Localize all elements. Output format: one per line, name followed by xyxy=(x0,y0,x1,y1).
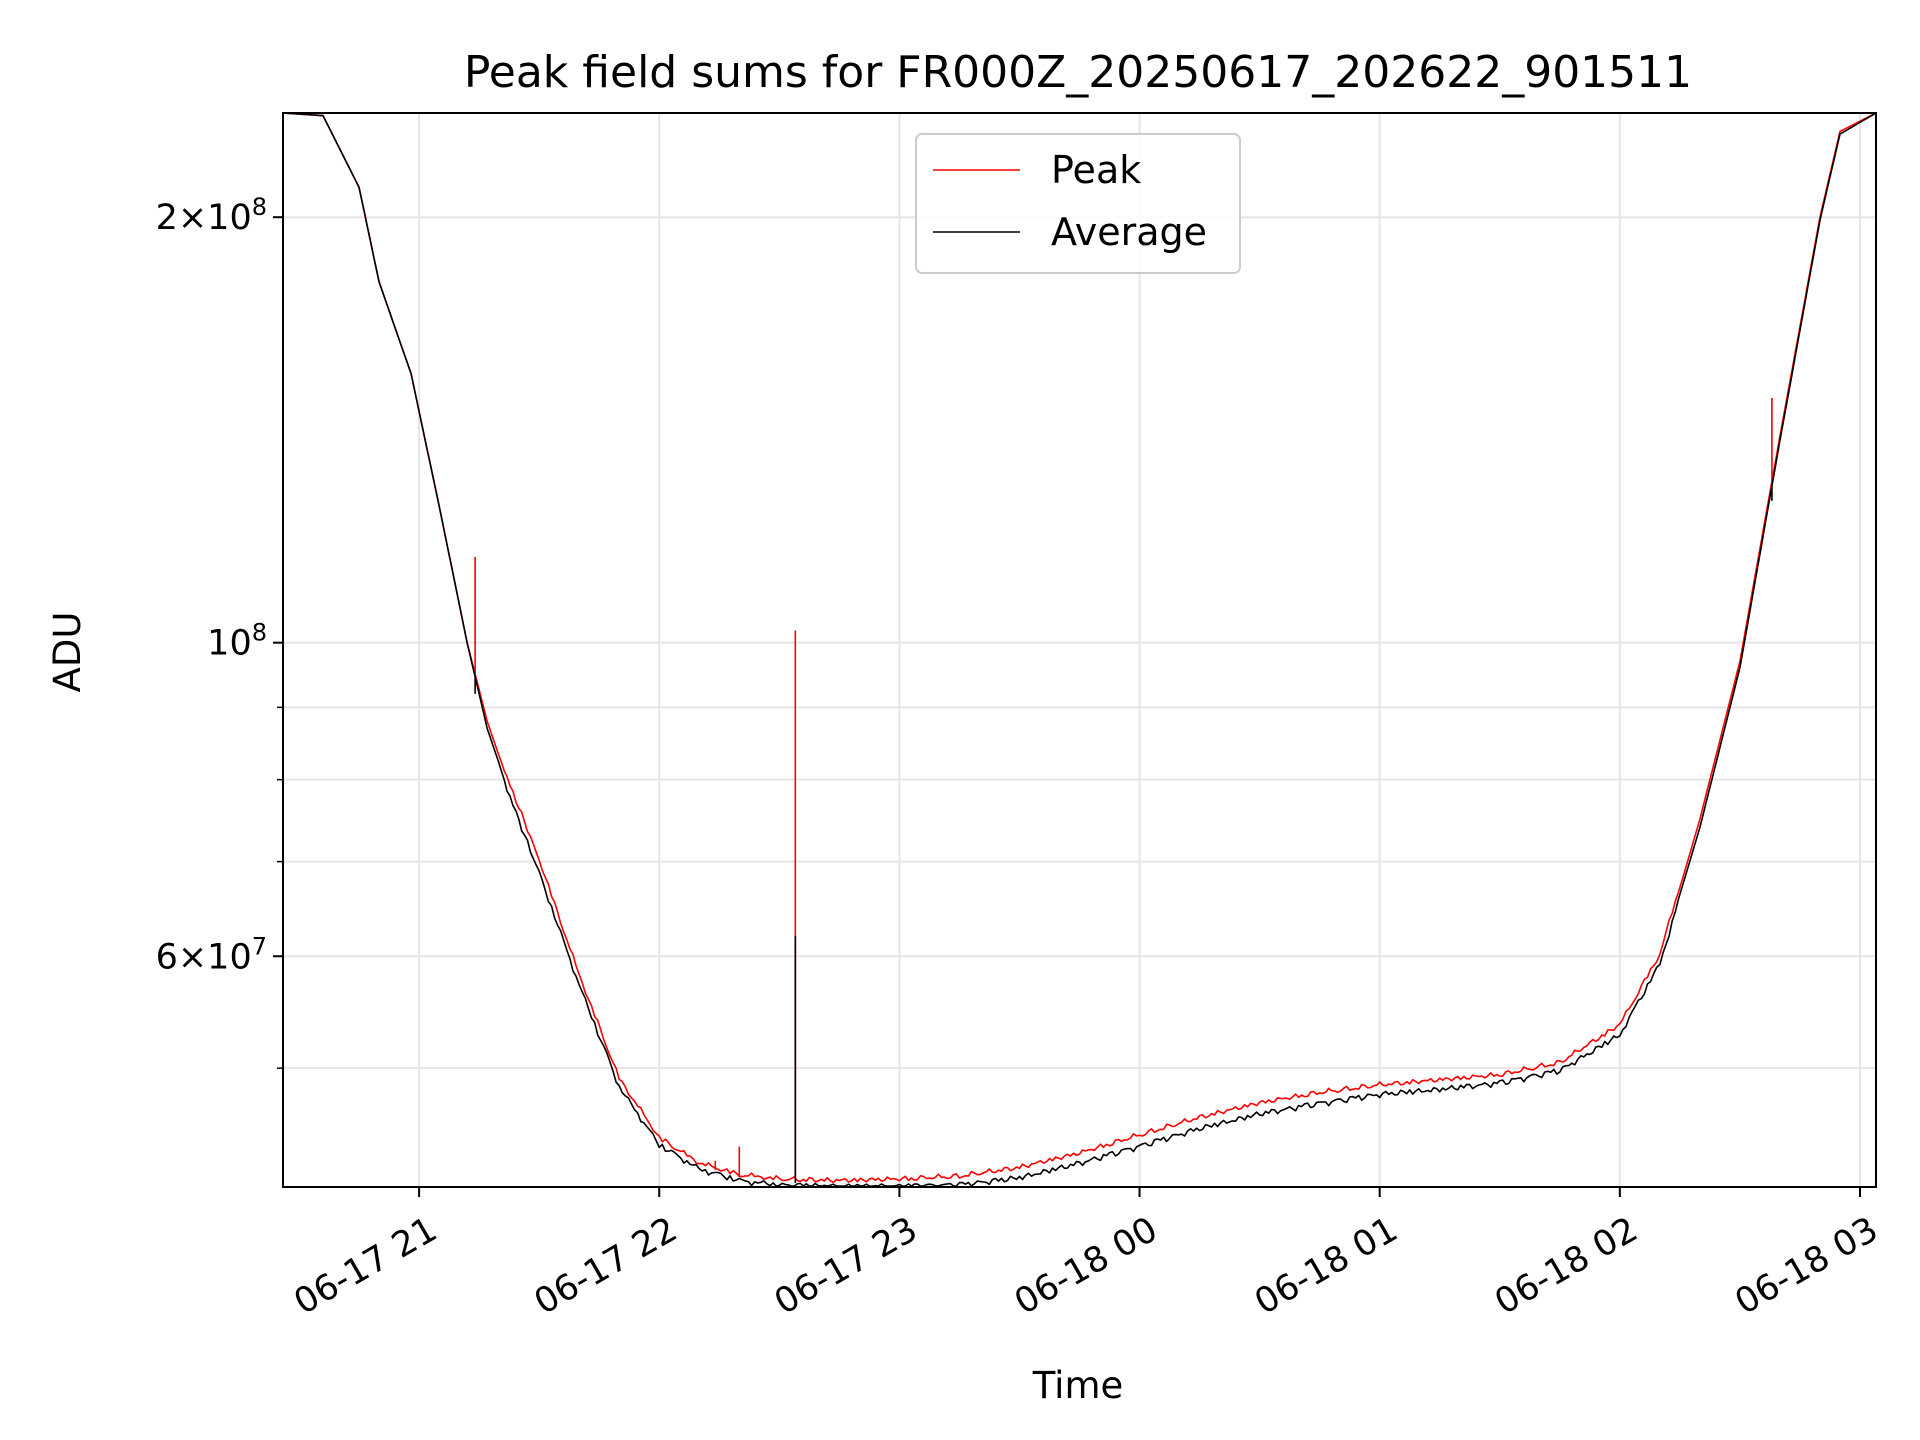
series-line-peak xyxy=(282,112,1877,1184)
x-axis-label: Time xyxy=(1032,1364,1124,1407)
legend-label-peak: Peak xyxy=(1051,148,1141,192)
y-tick-label: 108 xyxy=(207,619,267,664)
y-tick-label: 6×107 xyxy=(156,932,267,977)
y-axis-label: ADU xyxy=(46,612,89,693)
series-line-average xyxy=(282,112,1877,1187)
y-tick-label: 2×108 xyxy=(156,193,267,238)
chart-title: Peak field sums for FR000Z_20250617_2026… xyxy=(464,47,1692,98)
legend-box xyxy=(915,133,1241,274)
series-layer xyxy=(282,112,1877,1187)
plot-frame xyxy=(282,112,1877,1188)
legend: Peak Average xyxy=(915,133,1241,274)
y-axis: 2×108 108 6×107 xyxy=(156,193,283,1069)
legend-label-average: Average xyxy=(1051,210,1207,254)
gridlines xyxy=(283,113,1876,1187)
